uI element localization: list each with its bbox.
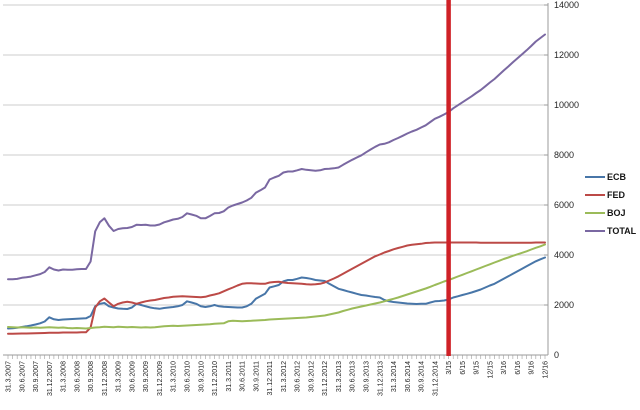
x-tick-label: 30.9.2012 (308, 361, 315, 392)
x-tick-label: 30.9.2014 (419, 361, 426, 392)
x-tick-label: 31.3.2011 (226, 361, 233, 392)
legend-line-swatch (585, 230, 605, 232)
x-tick-label: 30.6.2009 (129, 361, 136, 392)
x-tick-label: 31.12.2007 (47, 361, 54, 396)
x-tick-label: 31.12.2011 (267, 361, 274, 396)
x-tick-label: 30.6.2007 (19, 361, 26, 392)
x-tick-label: 9/15 (474, 361, 481, 375)
series-line-total (7, 33, 546, 281)
legend-item-fed: FED (585, 189, 636, 201)
legend-label: ECB (607, 172, 627, 182)
x-tick-label: 30.6.2014 (405, 361, 412, 392)
legend-label: BOJ (607, 208, 626, 218)
x-tick-label: 6/16 (515, 361, 522, 375)
series-line-ecb (7, 256, 546, 330)
x-tick-label: 30.9.2011 (253, 361, 260, 392)
x-tick-label: 31.3.2009 (116, 361, 123, 392)
x-tick-label: 31.12.2008 (102, 361, 109, 396)
series-line-boj (7, 243, 546, 330)
y-tick-label: 6000 (554, 200, 574, 210)
x-tick-label: 30.9.2007 (33, 361, 40, 392)
x-tick-label: 30.9.2013 (364, 361, 371, 392)
x-tick-label: 30.9.2010 (198, 361, 205, 392)
x-tick-label: 3/16 (501, 361, 508, 375)
x-axis (3, 354, 548, 359)
x-tick-label: 31.3.2012 (281, 361, 288, 392)
chart-legend: ECB FED BOJ TOTAL (585, 171, 636, 237)
x-tick-label: 31.12.2009 (157, 361, 164, 396)
y-tick-label: 2000 (554, 300, 574, 310)
y-tick-label: 4000 (554, 250, 574, 260)
x-tick-label: 31.3.2008 (61, 361, 68, 392)
x-tick-label: 30.9.2009 (143, 361, 150, 392)
y-axis (544, 3, 549, 356)
x-tick-label: 9/16 (529, 361, 536, 375)
y-tick-label: 8000 (554, 150, 574, 160)
x-tick-label: 31.12.2012 (322, 361, 329, 396)
x-tick-label: 30.6.2013 (350, 361, 357, 392)
x-tick-label: 30.9.2008 (88, 361, 95, 392)
x-tick-label: 12/15 (487, 361, 494, 379)
x-tick-label: 12/16 (543, 361, 550, 379)
gridlines (3, 4, 548, 306)
y-tick-label: 12000 (554, 50, 579, 60)
y-tick-label: 0 (554, 350, 559, 360)
legend-item-boj: BOJ (585, 207, 636, 219)
legend-line-swatch (585, 212, 605, 214)
x-tick-label: 30.6.2012 (295, 361, 302, 392)
x-tick-label: 31.3.2013 (336, 361, 343, 392)
y-tick-label: 14000 (554, 0, 579, 10)
x-tick-label: 30.6.2011 (240, 361, 247, 392)
legend-label: FED (607, 190, 625, 200)
x-tick-label: 31.3.2007 (6, 361, 13, 392)
legend-line-swatch (585, 176, 605, 178)
series-line-fed (7, 241, 546, 335)
x-tick-label: 31.3.2014 (391, 361, 398, 392)
legend-item-total: TOTAL (585, 225, 636, 237)
x-tick-labels: 31.3.2007 30.6.2007 30.9.2007 31.12.2007 31.… (6, 361, 550, 396)
legend-item-ecb: ECB (585, 171, 636, 183)
legend-label: TOTAL (607, 226, 637, 236)
x-tick-label: 31.3.2010 (171, 361, 178, 392)
legend-line-swatch (585, 194, 605, 196)
x-tick-label: 3/15 (446, 361, 453, 375)
y-tick-label: 10000 (554, 100, 579, 110)
x-tick-label: 30.6.2008 (74, 361, 81, 392)
y-tick-labels: 0 2000 4000 6000 8000 10000 12000 14000 (554, 0, 579, 360)
x-tick-label: 31.12.2013 (377, 361, 384, 396)
x-tick-label: 31.12.2014 (432, 361, 439, 396)
x-tick-label: 30.6.2010 (185, 361, 192, 392)
x-tick-label: 6/15 (460, 361, 467, 375)
x-tick-label: 31.12.2010 (212, 361, 219, 396)
